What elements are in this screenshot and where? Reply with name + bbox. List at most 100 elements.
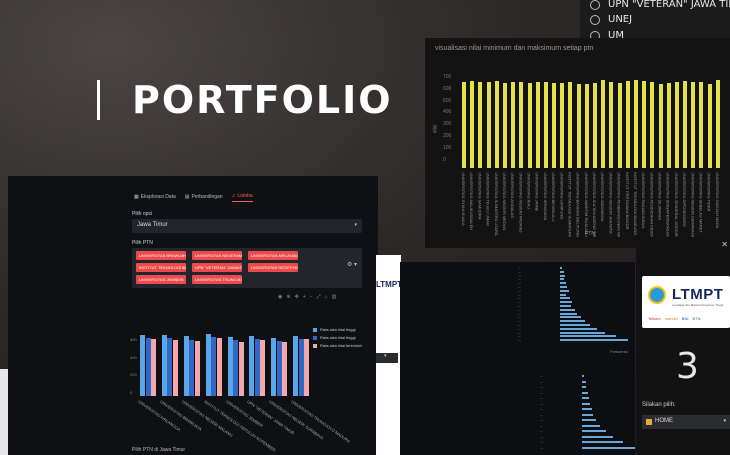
x-tick-label: UNIVERSITAS MALIKUSSALEH (469, 172, 475, 231)
ptn-chip[interactable]: UNIVERSITAS NEGERI SURABAYA× (248, 263, 298, 272)
peek-dropdown[interactable]: ▾ (376, 353, 398, 363)
chart-bar (486, 81, 491, 168)
chip-label: UNIVERSITAS AIRLANGGA (251, 253, 298, 258)
close-icon[interactable]: × (293, 253, 296, 258)
ptn-chip[interactable]: UNIVERSITAS TRUNOJOYO MADURA× (192, 275, 242, 284)
ptn-chip[interactable]: UNIVERSITAS BRAWIJAYA × (136, 251, 186, 260)
chart-bar (691, 82, 696, 168)
ptn-chip[interactable]: UPN "VETERAN" JAWA TIMUR× (192, 263, 242, 272)
chart-bar (666, 83, 671, 168)
histogram-bar (582, 386, 587, 388)
page-select[interactable]: HOME ▾ (642, 415, 730, 429)
close-icon[interactable]: × (181, 277, 184, 282)
gear-icon[interactable]: ⚙ ▾ (346, 262, 357, 268)
ptn-chip[interactable]: INSTITUT TEKNOLOGI SEPULUH NOPEMBER× (136, 263, 186, 272)
x-tick-label: UNIVERSITAS JEMBER (224, 399, 264, 429)
histogram-tick: — (540, 423, 543, 428)
x-tick-label: UNIVERSITAS SAMUDRA (477, 172, 483, 220)
legend-item[interactable]: Rata-rata nilai tinggi (313, 335, 362, 340)
x-tick-label: UNIVERSITAS SRIWIJAYA (542, 172, 548, 221)
histogram-bar (582, 435, 613, 438)
zoom-in-icon[interactable]: + (302, 294, 306, 300)
ptn-multiselect[interactable]: UNIVERSITAS BRAWIJAYA × UNIVERSITAS NEGERI… (132, 248, 362, 288)
ltmpt-tagline: Lembaga Tes Masuk Perguruan Tinggi (672, 303, 724, 307)
close-icon[interactable]: ✕ (721, 240, 728, 249)
radio-option[interactable]: UPN "VETERAN" JAWA TIMUR (590, 0, 730, 10)
histogram-bar (582, 419, 596, 421)
ptn-chip[interactable]: UNIVERSITAS NEGERI MALANG× (192, 251, 242, 260)
ltmpt-emblem-icon (648, 286, 666, 304)
chart-bar (172, 339, 178, 396)
x-tick-label: UNIVERSITAS BANGKA BELITUNG (575, 172, 581, 237)
chart-bar (543, 81, 548, 168)
y-tick-label: 0 (130, 389, 133, 395)
histogram-bar (560, 335, 616, 338)
zoom-out-icon[interactable]: − (309, 294, 313, 300)
histogram-bar (582, 397, 589, 399)
chart-plot-area (460, 76, 722, 168)
close-icon[interactable]: × (237, 265, 240, 270)
x-tick-label: UNIVERSITAS SYIAH KUALA (461, 172, 466, 226)
chart-icon: ▦ (134, 193, 139, 200)
plotly-icon[interactable]: ▥ (331, 294, 337, 300)
close-icon[interactable]: × (237, 277, 240, 282)
close-icon[interactable]: × (181, 265, 184, 270)
chart-bar (519, 82, 524, 168)
histogram-tick: — (518, 315, 521, 320)
tab-perbandingan[interactable]: ▤ Perbandingan (184, 193, 223, 200)
chart-bar (161, 335, 167, 396)
close-icon[interactable]: × (293, 265, 296, 270)
tab-eksplorasi[interactable]: ▦ Eksplorasi Data (134, 193, 176, 200)
close-icon[interactable]: × (181, 253, 184, 258)
histogram-bar (582, 375, 585, 377)
radio-icon[interactable] (590, 14, 600, 25)
histogram-tick: — (518, 323, 521, 327)
province-select[interactable]: Jawa Timur ▾ (132, 219, 362, 233)
partner-logos: Telkom mandiri BNI BTN (648, 316, 701, 321)
x-tick-label: UNIVERSITAS MARITIM RAJA ALI HAJI (583, 172, 589, 237)
legend-item[interactable]: Rata-rata nilai tinggi (313, 327, 362, 332)
ptn-label: Pilih PTN (132, 240, 153, 246)
histogram-tick: — (518, 307, 521, 312)
histogram-bar (560, 278, 564, 281)
histogram-bar (560, 301, 573, 304)
chart-bar (601, 80, 606, 168)
histogram-tick: — (540, 390, 543, 395)
histogram-bar (582, 380, 586, 383)
chip-label: UPN "VETERAN" JAWA TIMUR (195, 265, 242, 270)
autoscale-icon[interactable]: ⤢ (316, 294, 321, 300)
legend-item[interactable]: Rata-rata nilai terendah (313, 343, 362, 348)
histogram-tick: — (518, 334, 521, 339)
chart-bar (642, 81, 647, 168)
histogram-tick: — (518, 277, 521, 282)
histogram-tick: — (540, 429, 543, 433)
hero-title: PORTFOLIO (132, 78, 393, 122)
chart-bar (535, 82, 540, 168)
chart-bar (216, 338, 222, 396)
peek-window: LTMPT ▾ (376, 255, 402, 455)
histogram-x-label: Frekuensi (610, 349, 628, 354)
chip-label: UNIVERSITAS NEGERI SURABAYA (251, 265, 298, 270)
x-tick-label: UNIVERSITAS PADJADJARAN (641, 172, 647, 229)
close-icon[interactable]: × (237, 253, 240, 258)
radio-option[interactable]: UNEJ (590, 14, 632, 25)
histogram-tick: — (540, 418, 543, 422)
histogram-bar (560, 327, 598, 330)
zoom-icon[interactable]: ⊕ (286, 294, 291, 300)
camera-icon[interactable]: ◉ (278, 294, 283, 300)
chevron-down-icon: ▾ (723, 418, 726, 424)
chart-bar (584, 84, 589, 168)
ptn-chip[interactable]: UNIVERSITAS JEMBER × (136, 275, 186, 284)
x-tick-label: INSTITUT PERTANIAN BOGOR (624, 172, 630, 230)
tab-lomba[interactable]: ♫ Lomba (231, 193, 253, 202)
pan-icon[interactable]: ✥ (294, 294, 299, 300)
radio-icon[interactable] (590, 0, 600, 10)
chart-bar (609, 81, 614, 168)
chart-bar (552, 83, 557, 168)
chart-bar (699, 81, 704, 168)
x-tick-label: UNIVERSITAS NEGERI MEDAN (501, 172, 507, 231)
x-tick-label: UNIVERSITAS GADJAH MADA (714, 172, 720, 229)
reset-icon[interactable]: ⌂ (324, 294, 328, 300)
y-tick-label: 700 (443, 74, 452, 80)
ptn-chip[interactable]: UNIVERSITAS AIRLANGGA × (248, 251, 298, 260)
